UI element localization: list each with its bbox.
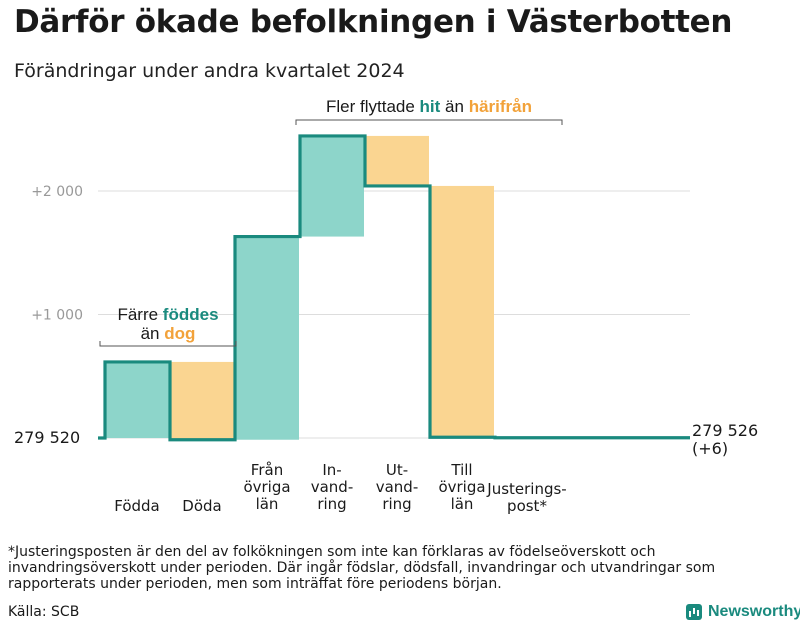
category-label: vand- — [376, 478, 419, 496]
chart-title: Därför ökade befolkningen i Västerbotten — [14, 4, 733, 40]
category-label: ring — [317, 495, 346, 513]
annotation-bracket — [99, 341, 237, 347]
category-label: övriga — [438, 478, 485, 496]
footnote: *Justeringsposten är den del av folkökni… — [8, 544, 716, 592]
annotation-text: än dog — [141, 324, 196, 343]
end-value-label: 279 526 — [692, 421, 758, 440]
category-label: vand- — [311, 478, 354, 496]
category-label: ring — [382, 495, 411, 513]
annotation-text: Färre föddes — [117, 305, 218, 324]
bar-döda — [170, 361, 234, 440]
y-tick-label: +2 000 — [31, 184, 83, 200]
bar-invandring — [300, 135, 364, 237]
bar-utvandring — [365, 135, 429, 186]
category-label: Döda — [182, 497, 221, 515]
labels: Födda DödaFrånövrigalänIn-vand-ringUt-van… — [14, 421, 758, 515]
category-label: övriga — [243, 478, 290, 496]
category-label: län — [256, 495, 279, 513]
annotation-bracket — [295, 119, 563, 125]
bar-födda — [105, 361, 169, 438]
cumulative-step-line — [98, 134, 690, 442]
bar-till-övriga-län — [430, 185, 494, 438]
chart-subtitle: Förändringar under andra kvartalet 2024 — [14, 60, 405, 82]
y-tick-label: +1 000 — [31, 308, 83, 324]
category-label: post* — [507, 497, 547, 515]
waterfall-chart: +1 000+2 000 Födda DödaFrånövrigalänIn-va… — [14, 97, 758, 515]
category-label: Från — [251, 461, 283, 479]
bar-från-övriga-län — [235, 236, 299, 440]
annotation-text: Fler flyttade hit än härifrån — [326, 97, 532, 116]
category-label: Justerings- — [486, 480, 566, 498]
category-label: Ut- — [386, 461, 408, 479]
category-label: Till — [450, 461, 472, 479]
brand-name: Newsworthy — [708, 603, 800, 620]
category-label: Födda — [114, 497, 160, 515]
bar-chart-icon — [686, 604, 702, 620]
source-label: Källa: SCB — [8, 604, 80, 620]
end-change-label: (+6) — [692, 439, 728, 458]
bars — [105, 135, 559, 440]
newsworthy-logo: Newsworthy — [686, 603, 800, 621]
start-value-label: 279 520 — [14, 428, 80, 447]
category-label: In- — [322, 461, 341, 479]
category-label: län — [451, 495, 474, 513]
